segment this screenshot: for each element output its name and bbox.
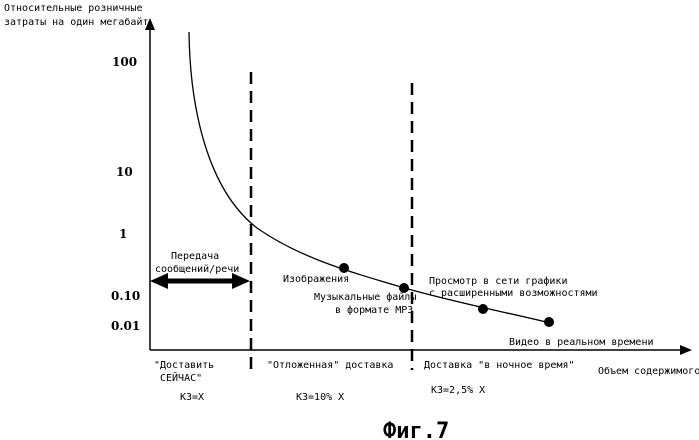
x-axis-label: Объем содержимого <box>598 365 699 377</box>
y-axis-label-line-2: затраты на один мегабайт <box>4 16 149 28</box>
point-label-graphics: Просмотр в сети графики с расширенными в… <box>429 275 598 299</box>
voice-messaging-label: Передача сообщений/речи <box>155 251 239 275</box>
arrow-head-left <box>150 273 168 289</box>
point-label-images: Изображения <box>283 273 349 285</box>
point-label-graphics-line-1: Просмотр в сети графики <box>429 275 567 287</box>
arrow-head-right <box>232 273 250 289</box>
region-label-now-line-1: "Доставить <box>154 360 214 371</box>
data-point-graphics <box>478 304 488 314</box>
point-label-mp3: Музыкальные файлы в формате MP3 <box>314 291 422 316</box>
data-point-video <box>544 317 554 327</box>
x-axis-arrow <box>680 345 692 355</box>
y-tick-label: 100 <box>112 55 137 69</box>
point-label-mp3-line-2: в формате MP3 <box>335 304 413 316</box>
figure-label: Фиг.7 <box>383 419 449 440</box>
voice-messaging-label-line-2: сообщений/речи <box>155 263 239 275</box>
region-label-night: Доставка "в ночное время" <box>424 360 575 371</box>
region-cost-deferred: КЗ=10% X <box>296 392 344 403</box>
point-label-video: Видео в реальном времени <box>509 337 654 348</box>
data-point-images <box>339 263 349 273</box>
region-label-now: "Доставить СЕЙЧАС" <box>154 360 220 384</box>
region-cost-night: КЗ=2,5% X <box>431 385 485 396</box>
point-label-mp3-line-1: Музыкальные файлы <box>314 291 416 303</box>
region-label-now-line-2: СЕЙЧАС" <box>160 371 202 384</box>
region-label-deferred: "Отложенная" доставка <box>267 360 393 371</box>
y-axis-label-line-1: Относительные розничные <box>4 3 142 14</box>
voice-messaging-label-line-1: Передача <box>171 251 219 262</box>
y-axis-label: Относительные розничные затраты на один … <box>4 3 149 28</box>
region-cost-now: КЗ=X <box>180 392 204 403</box>
y-tick-label: 1 <box>119 227 127 241</box>
point-label-graphics-line-2: с расширенными возможностями <box>429 288 598 299</box>
y-tick-label: 0.01 <box>111 319 140 333</box>
y-tick-label: 10 <box>116 165 133 179</box>
y-tick-label: 0.10 <box>111 289 140 303</box>
